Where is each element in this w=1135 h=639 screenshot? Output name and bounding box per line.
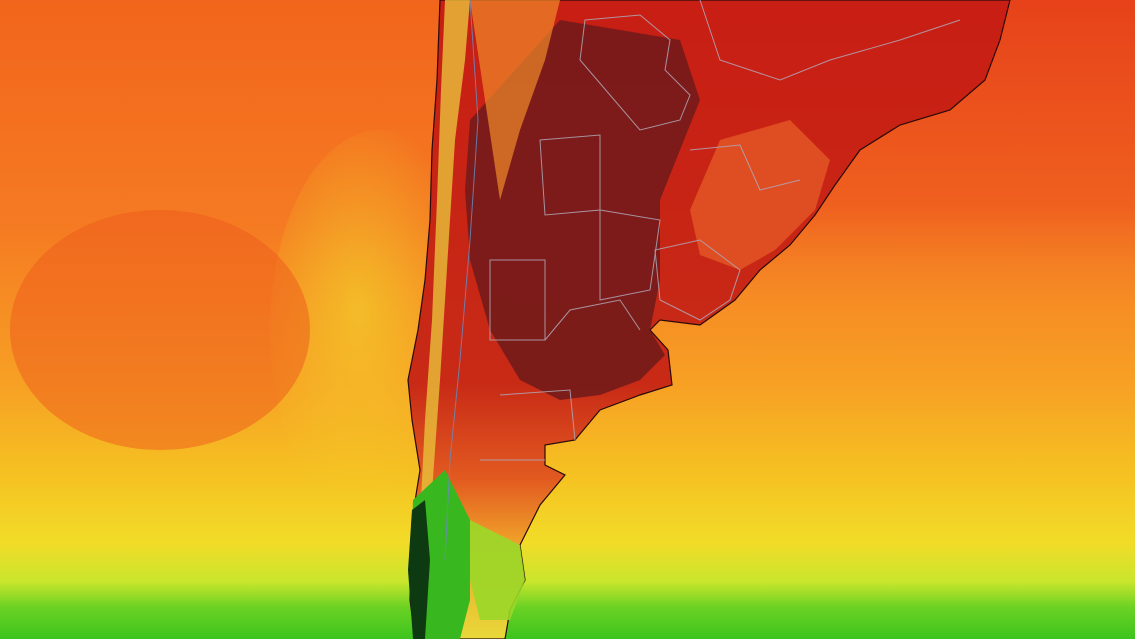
chile-argentina-border [444,0,479,561]
state-border [699,0,961,81]
state-border [689,144,801,191]
andes-cool [420,0,470,520]
uruguay-border [654,239,741,321]
province-border [499,389,576,441]
paraguay-border [579,14,691,131]
pacific-warm-patch [10,210,310,450]
patagonia-mild [470,520,525,620]
chile-fjords [408,500,430,639]
province-border [599,209,661,301]
province-border [544,299,641,341]
andes-slope [470,0,560,200]
southern-brazil-warm [690,120,830,270]
borders [444,0,961,561]
